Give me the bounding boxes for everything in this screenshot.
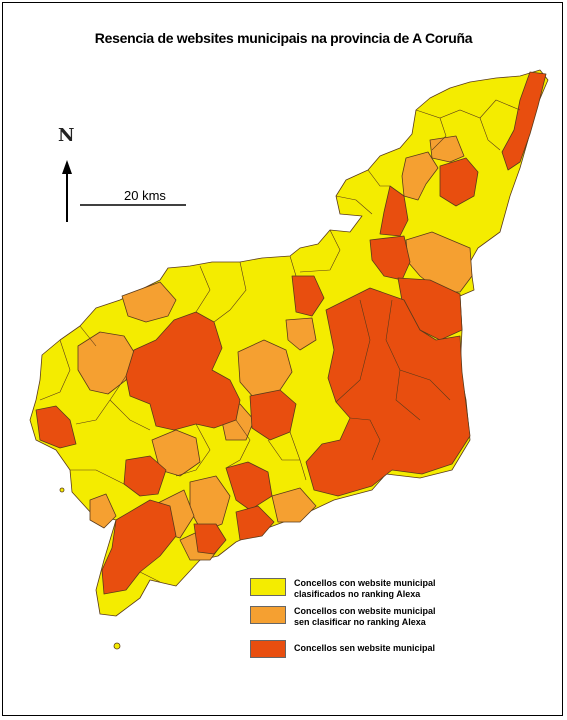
- region-orange: [285, 317, 317, 351]
- region-orange: [89, 493, 117, 529]
- legend-item-red: Concellos sen website municipal: [250, 640, 474, 658]
- region-red: [439, 157, 479, 207]
- region-red: [291, 275, 325, 317]
- legend-label: Concellos con website municipal clasific…: [294, 578, 436, 599]
- region-orange: [271, 487, 317, 523]
- legend-swatch: [250, 640, 286, 658]
- region-red: [235, 505, 275, 541]
- north-label: N: [58, 125, 75, 146]
- legend-item-yellow: Concellos con website municipal clasific…: [250, 578, 474, 600]
- region-red: [125, 311, 241, 431]
- municipal-boundaries: [39, 99, 521, 583]
- region-orange: [77, 331, 135, 395]
- region-orange: [237, 339, 293, 399]
- region-orange: [401, 151, 439, 201]
- legend-swatch: [250, 606, 286, 624]
- legend-swatch: [250, 578, 286, 596]
- legend-label: Concellos con website municipal sen clas…: [294, 606, 436, 627]
- map-title: Resencia de websites municipais na provi…: [94, 30, 473, 46]
- north-arrow-icon: [62, 160, 72, 222]
- region-red: [35, 405, 77, 449]
- region-orange: [429, 135, 465, 163]
- region-red: [225, 461, 273, 511]
- region-red: [305, 287, 471, 497]
- scale-label: 20 kms: [124, 188, 166, 203]
- region-red: [379, 185, 409, 237]
- region-red: [193, 523, 227, 555]
- region-orange: [121, 281, 177, 323]
- islands: [59, 487, 121, 650]
- region-red: [501, 71, 547, 171]
- region-orange: [405, 231, 473, 293]
- legend-label: Concellos sen website municipal: [294, 643, 436, 653]
- legend-item-orange: Concellos con website municipal sen clas…: [250, 606, 474, 628]
